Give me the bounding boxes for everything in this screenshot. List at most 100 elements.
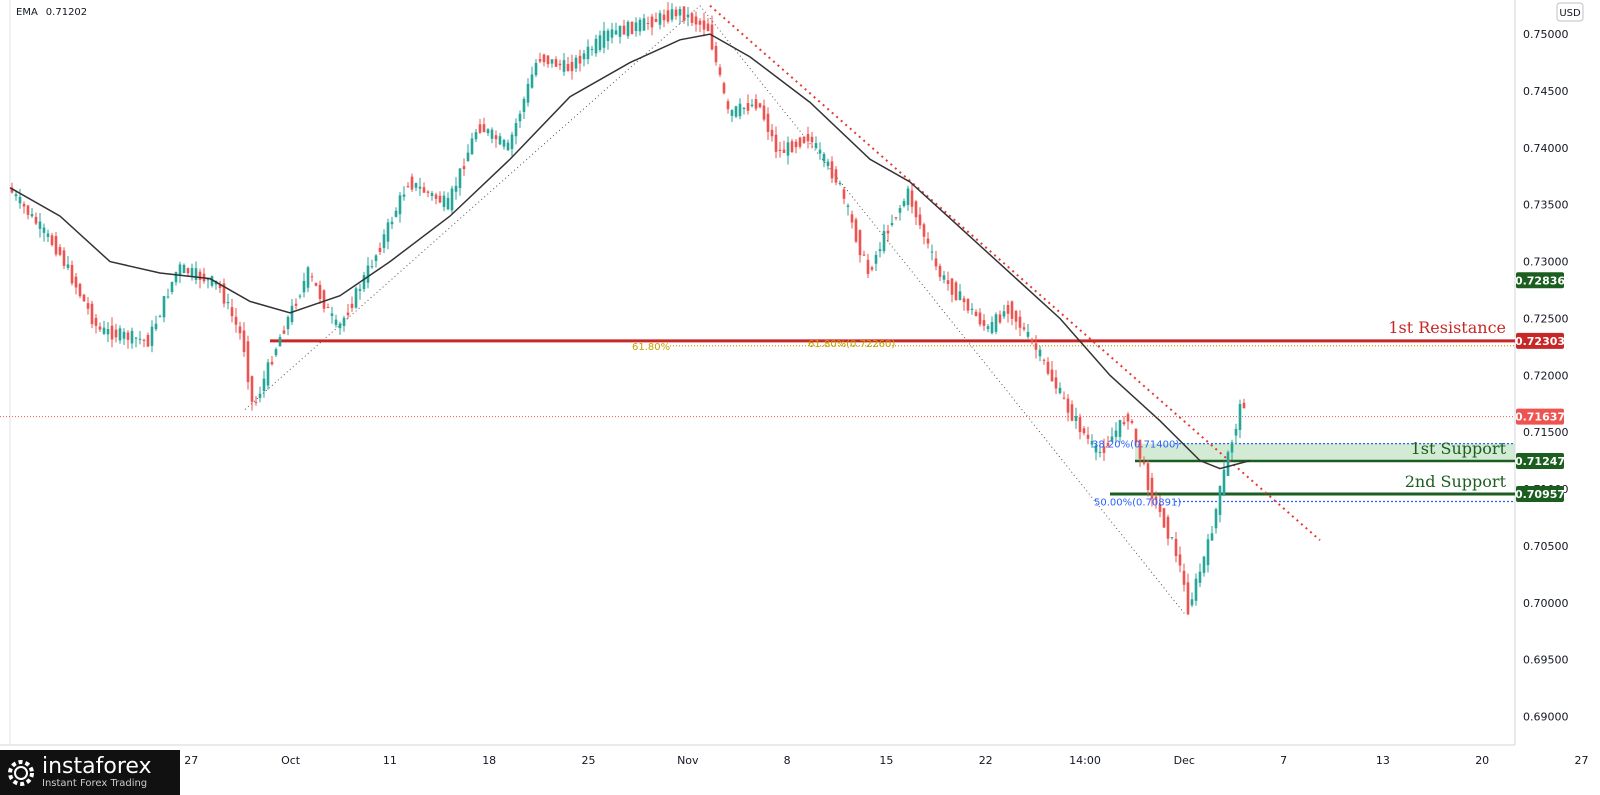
candle-body [534, 62, 538, 76]
candle-body [298, 295, 302, 297]
candle-body [826, 161, 830, 166]
fib-label: 61.80% [632, 342, 670, 353]
candle-body [594, 38, 598, 54]
candle-body [478, 124, 482, 133]
candle-body [1198, 571, 1202, 583]
candle-body [754, 99, 758, 109]
candle-body [878, 249, 882, 252]
candle-body [910, 190, 914, 207]
candle-body [386, 222, 390, 242]
candle-body [518, 113, 522, 122]
candle-body [42, 227, 46, 233]
candle-body [1114, 430, 1118, 437]
support-zone [1135, 443, 1515, 461]
candle-body [342, 317, 346, 326]
candle-body [550, 59, 554, 64]
candle-body [734, 106, 738, 117]
candle-body [874, 254, 878, 264]
candle-body [606, 30, 610, 41]
resistance-label: 1st Resistance [1388, 318, 1506, 337]
candle-body [834, 169, 838, 183]
x-tick-label: 8 [784, 754, 791, 767]
candle-body [494, 135, 498, 140]
candle-body [1078, 417, 1082, 433]
candle-body [730, 110, 734, 116]
candle-body [166, 296, 170, 298]
x-tick-label: 11 [383, 754, 397, 767]
candle-body [750, 104, 754, 107]
candle-body [974, 311, 978, 317]
candle-body [918, 214, 922, 226]
candle-body [1122, 422, 1126, 425]
candles [10, 2, 1246, 616]
candle-body [738, 103, 742, 117]
candle-body [926, 238, 930, 244]
candle-body [194, 268, 198, 280]
candle-body [814, 143, 818, 149]
candle-body [150, 326, 154, 346]
candle-body [242, 330, 246, 352]
candle-body [1074, 416, 1078, 421]
candle-body [1162, 508, 1166, 528]
candle-body [838, 182, 842, 185]
candle-body [1098, 452, 1102, 454]
candle-body [998, 314, 1002, 323]
candle-body [406, 186, 410, 188]
candle-body [946, 280, 950, 284]
candle-body [502, 139, 506, 147]
candle-body [922, 224, 926, 237]
candle-body [890, 223, 894, 226]
support-1-label: 1st Support [1411, 439, 1507, 458]
fib-label: 38.20%(0.71400) [1092, 440, 1179, 451]
candle-body [106, 328, 110, 335]
candle-body [1226, 452, 1230, 476]
fib-label: 61.80%(0.72260) [808, 339, 895, 350]
candle-body [938, 265, 942, 277]
candle-body [578, 55, 582, 64]
candle-body [818, 149, 822, 154]
candle-body [210, 276, 214, 286]
ema-label: EMA 0.71202 [16, 7, 87, 18]
price-tag-current-text: 0.71637 [1515, 411, 1565, 424]
candle-body [810, 136, 814, 143]
candle-body [742, 107, 746, 110]
x-tick-label: 20 [1475, 754, 1489, 767]
candle-body [1182, 570, 1186, 585]
candle-body [390, 221, 394, 225]
candle-body [474, 132, 478, 140]
candle-body [402, 194, 406, 197]
currency-label: USD [1559, 8, 1581, 19]
candle-body [1038, 349, 1042, 357]
candle-body [774, 134, 778, 152]
candle-body [1062, 397, 1066, 399]
candle-body [266, 362, 270, 386]
y-tick-label: 0.73500 [1523, 199, 1569, 212]
candle-body [262, 378, 266, 392]
candle-body [178, 264, 182, 276]
candle-body [370, 266, 374, 268]
candle-body [198, 271, 202, 280]
candle-body [114, 329, 118, 338]
candle-body [170, 281, 174, 293]
x-tick-label: Oct [281, 754, 301, 767]
candle-body [354, 288, 358, 308]
candle-body [866, 259, 870, 275]
candle-body [1106, 442, 1110, 446]
candle-body [714, 45, 718, 63]
candle-body [110, 325, 114, 340]
grid [0, 0, 1516, 746]
candle-body [322, 290, 326, 309]
candle-body [226, 301, 230, 304]
candle-body [854, 219, 858, 242]
candle-body [546, 55, 550, 65]
candle-body [482, 124, 486, 133]
candle-body [766, 113, 770, 132]
candle-body [1170, 537, 1174, 539]
candle-body [710, 24, 714, 50]
currency-button[interactable] [1556, 2, 1584, 22]
candle-body [646, 23, 650, 25]
candle-body [454, 185, 458, 192]
candle-body [78, 283, 82, 297]
candle-body [398, 195, 402, 215]
